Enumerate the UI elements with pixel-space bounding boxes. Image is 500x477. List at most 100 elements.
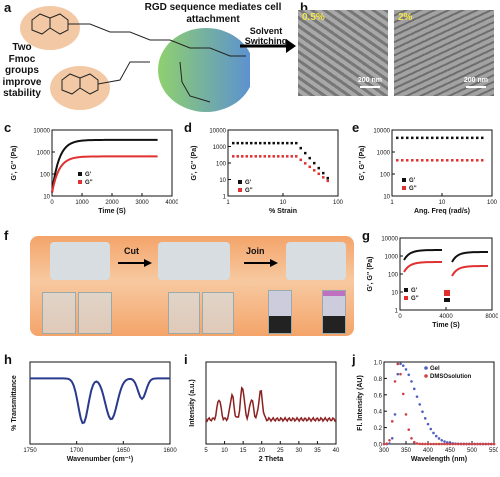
vial-4 — [202, 292, 234, 334]
vial-2 — [78, 292, 112, 334]
chart-g-ylabel: G', G'' (Pa) — [367, 257, 374, 292]
chart-g-series-gp-1 — [403, 249, 443, 261]
chart-c-ytick-label: 10 — [43, 195, 50, 201]
chart-e-ytick-label: 10 — [383, 195, 390, 201]
chart-j-ytick-label: 0.2 — [374, 426, 383, 432]
chart-d-point-gp — [254, 141, 257, 145]
chart-j-point-gel — [432, 431, 435, 435]
chart-j-point-dmso — [423, 442, 427, 446]
chart-d-point-gpp — [245, 155, 248, 158]
chart-d-point-gp — [299, 146, 302, 150]
chart-h-plot-frame — [29, 361, 171, 445]
chart-d-point-gpp — [241, 155, 244, 158]
chart-e-ytick-label: 1000 — [377, 151, 391, 157]
chart-e-point-gpp — [411, 159, 414, 162]
chart-j-point-dmso — [489, 442, 493, 446]
chart-h-xtick-label: 1600 — [163, 448, 177, 454]
chart-j-point-dmso — [478, 442, 482, 446]
chart-c-xtick-label: 0 — [50, 200, 54, 206]
chart-j-point-dmso — [473, 442, 477, 446]
chart-c-legend-marker — [78, 180, 82, 184]
chart-d-legend-marker — [238, 180, 242, 184]
chart-j-point-dmso — [432, 442, 435, 446]
tem-left-concentration: 0.5% — [302, 12, 325, 23]
chart-d-point-gp — [304, 151, 307, 155]
chart-j-point-dmso — [382, 442, 386, 446]
chart-e-point-gp — [426, 136, 429, 140]
chart-e-point-gpp — [441, 159, 444, 162]
vial-inverted-1 — [268, 290, 292, 334]
chart-e-point-gp — [436, 136, 439, 140]
chart-d-xtick-label: 100 — [333, 200, 344, 206]
chart-e-point-gpp — [446, 159, 449, 162]
chart-d-ytick-label: 1000 — [213, 145, 227, 151]
chart-d-plot-frame — [227, 129, 339, 197]
chart-d-point-gp — [250, 141, 253, 145]
chart-j-point-dmso — [470, 442, 474, 446]
chart-g-legend-label: G' — [411, 288, 418, 294]
chart-j-point-dmso — [487, 442, 490, 446]
chart-e-xtick-label: 1 — [390, 200, 394, 206]
tem-right-concentration: 2% — [398, 12, 413, 23]
chart-d-point-gp — [317, 166, 320, 170]
chart-j-ytick-label: 0.0 — [374, 443, 383, 449]
chart-e-frequency-sweep: G', G'' (Pa) Ang. Freq (rad/s) 10000 1000 10… — [359, 129, 498, 216]
chart-e-point-gpp — [476, 159, 479, 162]
chart-g-legend-label: G'' — [411, 296, 419, 302]
chart-g-xtick-label: 4000 — [439, 314, 453, 320]
chart-j-point-gel — [418, 403, 422, 406]
chart-d-point-gpp — [290, 155, 293, 158]
chart-c-xtick-label: 2000 — [105, 200, 119, 206]
chart-e-point-gpp — [461, 159, 464, 162]
chart-d-point-gpp — [250, 155, 253, 158]
chart-j-fluorescence: Fl. Intensity (AU) Wavelength (nm) 1.0 0.8 0… — [357, 361, 498, 464]
chart-j-point-dmso — [448, 442, 452, 446]
chart-e-point-gpp — [406, 159, 409, 162]
chart-j-point-dmso — [385, 442, 389, 446]
chart-e-point-gpp — [401, 159, 404, 162]
chart-c-time-sweep: G', G'' (Pa) Time (S) 10000 1000 100 100 1000 2… — [11, 129, 178, 216]
chart-e-point-gpp — [431, 159, 434, 162]
chart-d-strain-sweep: G', G'' (Pa) % Strain 10000 1000 100 10 11 10 10… — [191, 129, 344, 216]
chart-e-point-gpp — [421, 159, 424, 162]
chart-c-ytick-label: 10000 — [33, 129, 50, 135]
chart-e-point-gpp — [416, 159, 419, 162]
rgd-caption: RGD sequence mediates cell attachment — [144, 2, 282, 25]
chart-j-ytick-label: 0.4 — [374, 410, 383, 416]
chart-j-point-gel — [443, 440, 446, 443]
chart-i-xrd: Intensity (a.u.) 2 Theta 5 10 15 20 25 30 35 40 — [189, 361, 340, 463]
panel-h-label: h — [4, 352, 12, 367]
chart-j-ytick-label: 0.8 — [374, 377, 383, 383]
tem-image-left: 0.5% 200 nm — [298, 10, 388, 96]
chart-e-point-gpp — [426, 159, 429, 162]
chart-e-legend-label: G' — [409, 178, 416, 184]
vial-3 — [168, 292, 200, 334]
chart-d-point-gpp — [236, 155, 239, 158]
chart-d-point-gp — [259, 141, 262, 145]
tem-right-scale: 200 nm — [463, 77, 488, 84]
chart-j-point-dmso — [445, 442, 449, 446]
chart-d-point-gpp — [308, 165, 311, 169]
tem-left-scale: 200 nm — [357, 77, 382, 84]
chart-g-ytick-label: 10 — [391, 291, 398, 297]
chart-i-xtick-label: 30 — [296, 448, 303, 454]
chart-d-point-gpp — [295, 155, 298, 158]
chart-e-legend-marker — [402, 178, 406, 182]
panel-f-label: f — [4, 228, 9, 243]
panel-b-label: b — [300, 0, 308, 15]
chart-j-point-dmso — [467, 442, 471, 446]
chart-e-point-gp — [401, 136, 404, 140]
chart-j-point-dmso — [454, 442, 457, 446]
vial-1 — [42, 292, 76, 334]
chart-j-point-gel — [401, 364, 405, 367]
chart-c-legend-marker — [78, 172, 82, 176]
chart-d-ylabel: G', G'' (Pa) — [191, 146, 198, 181]
chart-j-point-dmso — [434, 442, 438, 446]
chart-i-xtick-label: 10 — [221, 448, 228, 454]
chart-j-legend-marker — [424, 374, 428, 378]
chart-h-xlabel: Wavenumber (cm⁻¹) — [67, 456, 133, 463]
chart-d-point-gp — [313, 161, 316, 165]
chart-e-point-gp — [466, 136, 469, 140]
chart-d-point-gpp — [263, 155, 266, 158]
chart-j-point-dmso — [388, 438, 391, 442]
